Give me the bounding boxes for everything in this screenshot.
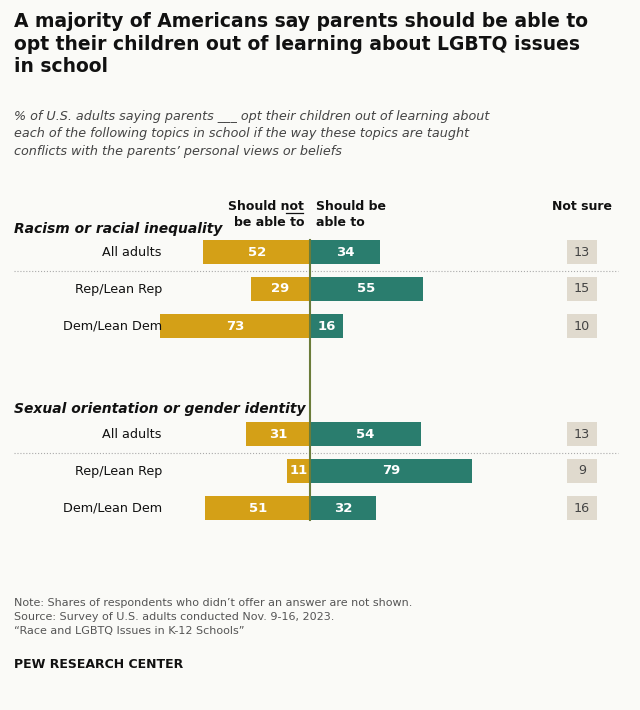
Text: 32: 32: [333, 501, 352, 515]
Text: 10: 10: [574, 320, 590, 332]
Text: 52: 52: [248, 246, 266, 258]
Text: Dem/Lean Dem: Dem/Lean Dem: [63, 320, 162, 332]
Text: % of U.S. adults saying parents ___ opt their children out of learning about
eac: % of U.S. adults saying parents ___ opt …: [14, 110, 490, 158]
Text: 9: 9: [578, 464, 586, 478]
Text: Racism or racial inequality: Racism or racial inequality: [14, 222, 222, 236]
Text: All adults: All adults: [102, 427, 162, 440]
Text: 11: 11: [290, 464, 308, 478]
Text: 13: 13: [574, 246, 590, 258]
Text: Sexual orientation or gender identity: Sexual orientation or gender identity: [14, 402, 305, 416]
Text: Note: Shares of respondents who didn’t offer an answer are not shown.
Source: Su: Note: Shares of respondents who didn’t o…: [14, 598, 412, 636]
Text: Dem/Lean Dem: Dem/Lean Dem: [63, 501, 162, 515]
Text: 54: 54: [356, 427, 374, 440]
Text: 16: 16: [574, 501, 590, 515]
Text: 15: 15: [574, 283, 590, 295]
Text: 51: 51: [248, 501, 267, 515]
Text: 31: 31: [269, 427, 287, 440]
Text: 13: 13: [574, 427, 590, 440]
Text: All adults: All adults: [102, 246, 162, 258]
Text: 16: 16: [317, 320, 335, 332]
Text: Rep/Lean Rep: Rep/Lean Rep: [75, 464, 162, 478]
Text: A majority of Americans say parents should be able to
opt their children out of : A majority of Americans say parents shou…: [14, 12, 588, 77]
Text: 73: 73: [226, 320, 244, 332]
Text: Not sure: Not sure: [552, 200, 612, 213]
Text: Should not
be able to: Should not be able to: [228, 200, 304, 229]
Text: 55: 55: [357, 283, 376, 295]
Text: 34: 34: [335, 246, 354, 258]
Text: PEW RESEARCH CENTER: PEW RESEARCH CENTER: [14, 658, 183, 671]
Text: 79: 79: [382, 464, 400, 478]
Text: Should be
able to: Should be able to: [316, 200, 386, 229]
Text: 29: 29: [271, 283, 289, 295]
Text: Rep/Lean Rep: Rep/Lean Rep: [75, 283, 162, 295]
